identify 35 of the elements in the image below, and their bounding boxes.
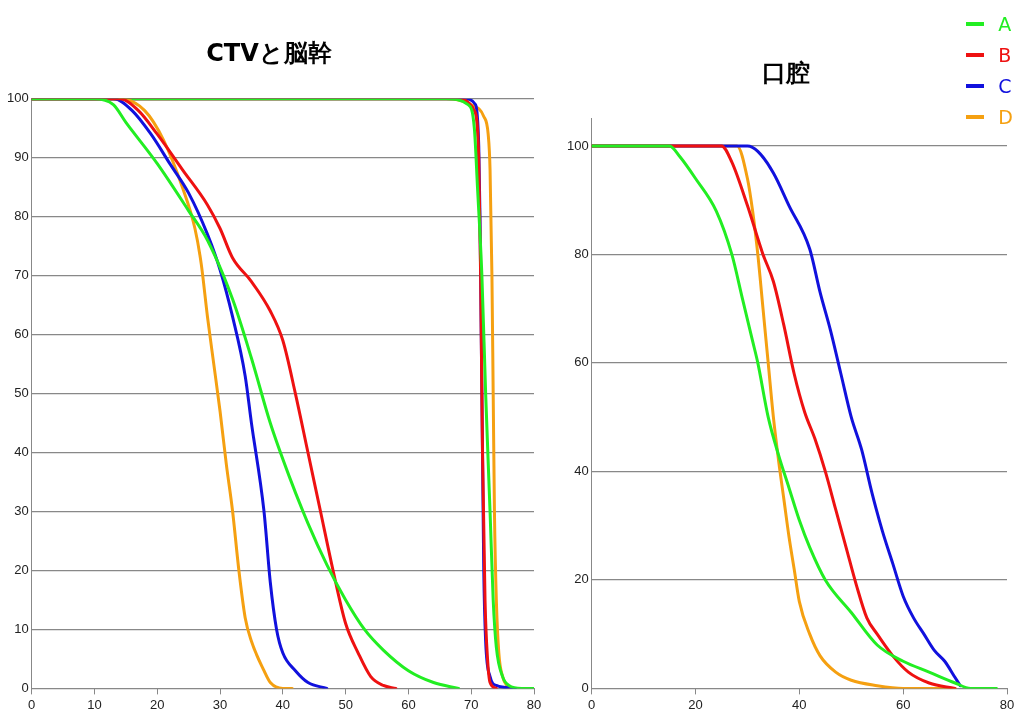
y-tick-label: 20: [14, 562, 29, 578]
x-tick-label: 60: [895, 696, 911, 712]
x-tick-label: 80: [999, 696, 1015, 712]
y-tick-label: 80: [574, 246, 589, 261]
chart-title: 口腔: [761, 58, 810, 87]
y-tick-label: 0: [21, 679, 29, 695]
legend-label: A: [998, 12, 1012, 35]
y-tick-label: 60: [14, 326, 29, 342]
y-tick-label: 60: [574, 354, 589, 370]
x-tick-label: 20: [150, 696, 165, 712]
x-tick-label: 20: [688, 696, 703, 712]
y-tick-label: 80: [14, 208, 29, 224]
y-tick-label: 10: [14, 621, 29, 637]
x-tick-label: 60: [401, 696, 416, 712]
x-tick-label: 40: [792, 696, 807, 712]
x-tick-label: 30: [212, 696, 228, 712]
y-tick-label: 20: [574, 571, 589, 587]
chart-title: CTVと脳幹: [206, 38, 333, 67]
x-tick-label: 50: [338, 696, 353, 712]
y-tick-label: 50: [14, 385, 29, 401]
x-tick-label: 70: [463, 696, 479, 712]
x-tick-label: 10: [87, 696, 102, 712]
y-tick-label: 100: [6, 90, 29, 106]
legend-label: B: [998, 43, 1012, 66]
y-tick-label: 30: [14, 503, 29, 519]
x-tick-label: 80: [526, 696, 542, 712]
y-tick-label: 0: [581, 679, 589, 695]
y-tick-label: 70: [14, 267, 29, 283]
legend-label: D: [998, 105, 1013, 128]
y-tick-label: 40: [14, 444, 29, 460]
y-tick-label: 100: [566, 137, 589, 153]
x-tick-label: 40: [275, 696, 291, 712]
y-tick-label: 40: [574, 462, 589, 478]
legend-label: C: [998, 74, 1012, 97]
y-tick-label: 90: [14, 149, 29, 165]
